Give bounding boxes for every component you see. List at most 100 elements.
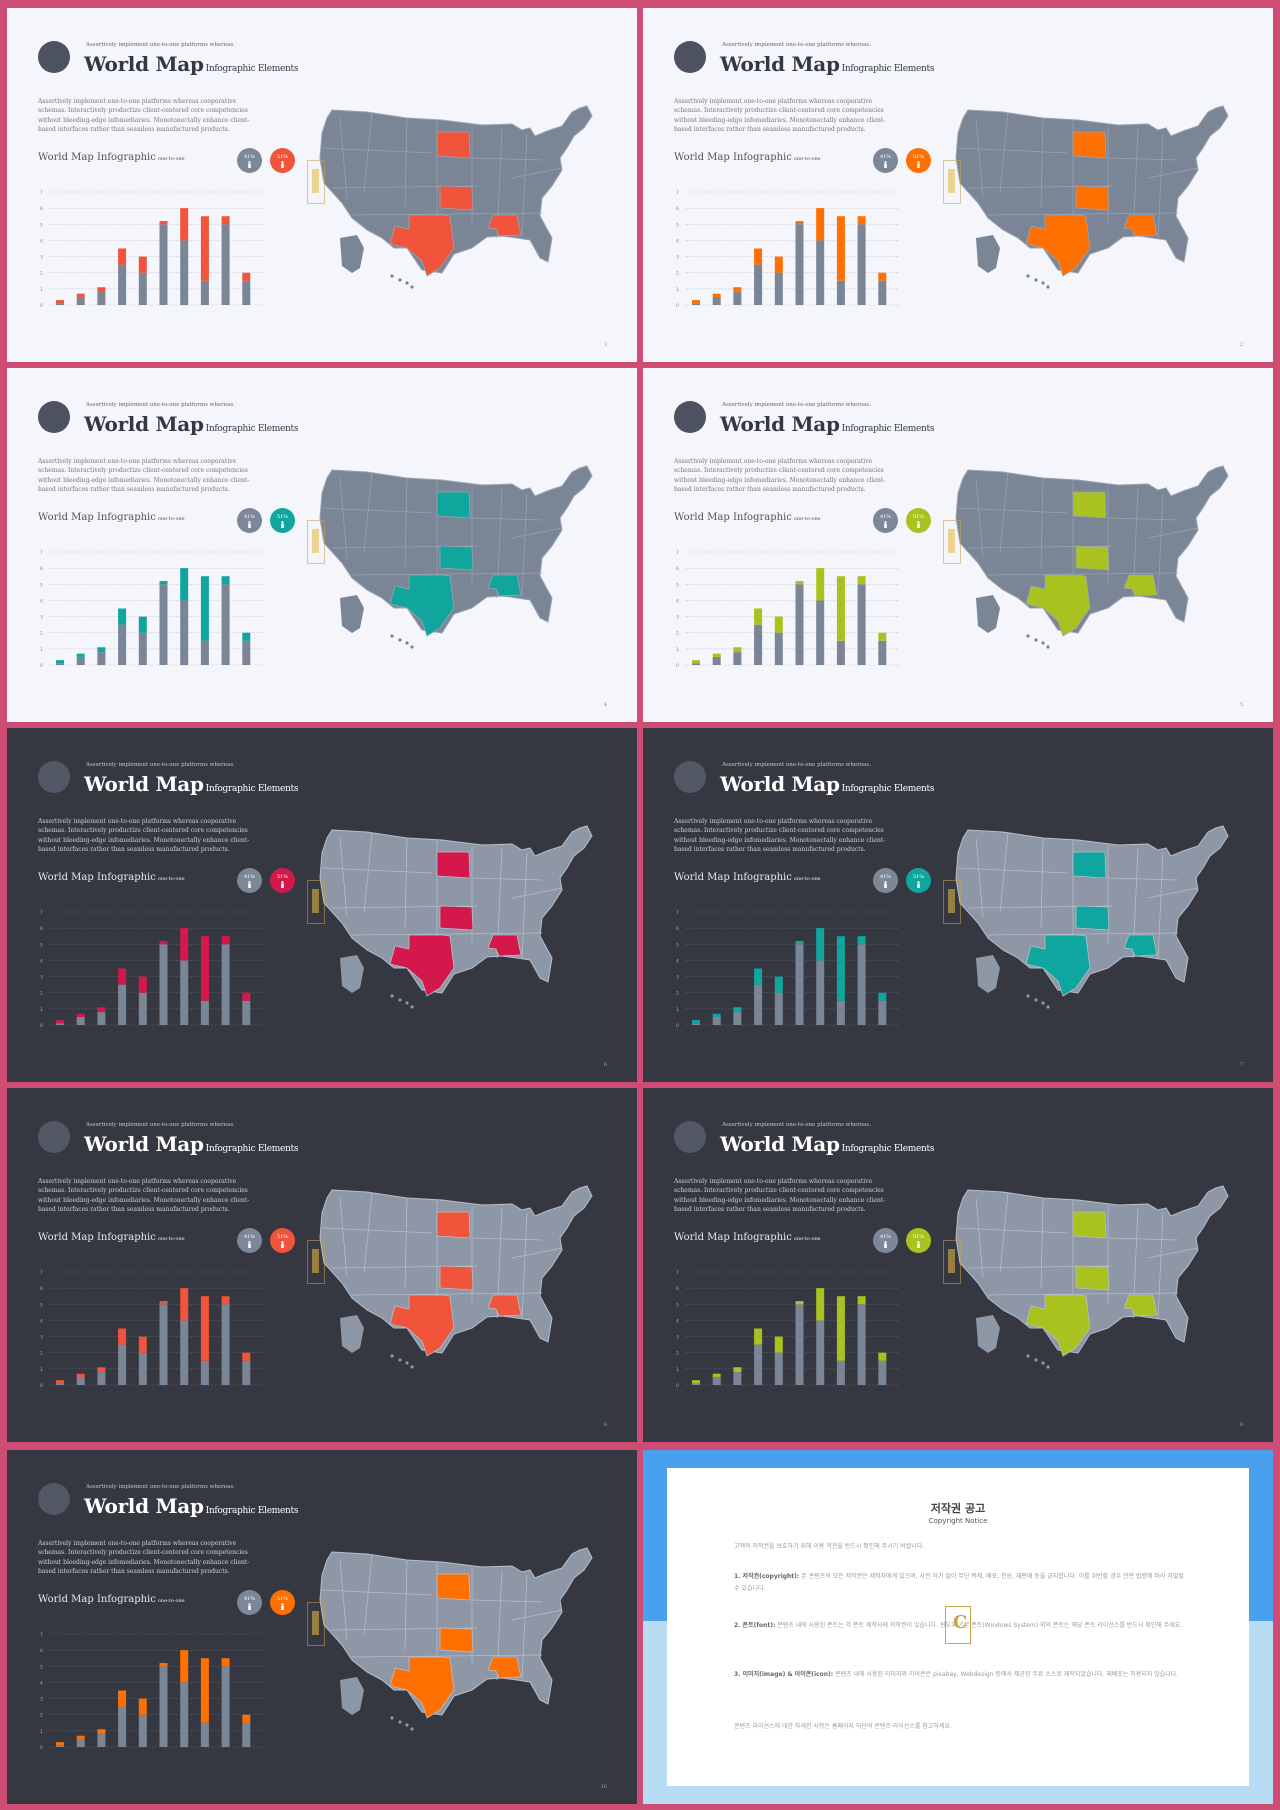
percent-badge-left-label: 41% xyxy=(243,1596,256,1602)
percent-badge-right-label: 51% xyxy=(276,154,289,160)
percent-badge-right: 51% xyxy=(270,1590,295,1615)
bar-base xyxy=(138,992,147,1025)
bar-accent xyxy=(242,1714,251,1723)
slide[interactable]: Assertively implement one-to-one platfor… xyxy=(7,1450,637,1804)
y-tick-label: 1 xyxy=(676,287,679,293)
alaska-state xyxy=(976,955,1000,993)
bar-base xyxy=(221,1666,230,1747)
y-tick-label: 6 xyxy=(40,206,43,212)
state-border xyxy=(511,1247,563,1259)
alaska-state xyxy=(340,1315,364,1353)
y-tick-label: 1 xyxy=(40,1007,43,1013)
hawaii-island xyxy=(410,1365,414,1369)
percent-badge-right: 51% xyxy=(270,868,295,893)
slide-title-main: World Map xyxy=(84,412,204,436)
person-icon xyxy=(281,161,284,168)
y-tick-label: 6 xyxy=(676,206,679,212)
bar-accent xyxy=(76,653,85,657)
slide-title-main: World Map xyxy=(84,1494,204,1518)
state-border xyxy=(1040,117,1044,209)
bar-accent xyxy=(692,660,700,664)
slide-title-suffix: Infographic Elements xyxy=(841,784,935,794)
state-border xyxy=(511,527,563,539)
percent-badge-left: 41% xyxy=(237,868,262,893)
percent-badge-left-label: 41% xyxy=(879,154,892,160)
y-tick-label: 6 xyxy=(676,926,679,932)
bar-accent xyxy=(76,1373,85,1377)
bar-accent xyxy=(159,581,168,585)
bar-accent xyxy=(200,216,209,281)
slide[interactable]: Assertively implement one-to-one platfor… xyxy=(7,8,637,362)
title-circle-decoration xyxy=(674,41,706,73)
hawaii-island xyxy=(1046,285,1050,289)
state-border xyxy=(321,867,433,874)
bar-base xyxy=(180,1682,189,1747)
person-icon xyxy=(884,161,887,168)
watermark-stamp xyxy=(943,520,961,564)
person-icon xyxy=(917,881,920,888)
bar-base xyxy=(242,640,251,665)
bar-accent xyxy=(692,1380,700,1384)
copyright-section-1-text: 본 콘텐츠의 모든 저작권은 제작자에게 있으며, 사전 허가 없이 무단 복제… xyxy=(734,1573,1184,1592)
bar-base xyxy=(795,944,804,1025)
bar-accent xyxy=(159,221,168,225)
y-tick-label: 2 xyxy=(40,991,43,997)
bar-base xyxy=(118,984,127,1025)
alaska-state xyxy=(976,595,1000,633)
state-border xyxy=(1107,517,1179,521)
chart-title: World Map Infographic one-to-one xyxy=(38,1232,185,1243)
bar-base xyxy=(76,1376,85,1385)
bar-accent xyxy=(836,216,845,281)
y-tick-label: 2 xyxy=(676,1351,679,1357)
bar-base xyxy=(878,1360,887,1385)
state-border xyxy=(1157,1212,1164,1319)
bar-base xyxy=(159,1304,168,1385)
bar-base xyxy=(56,663,64,665)
y-tick-label: 2 xyxy=(40,1713,43,1719)
percent-badge-left-label: 41% xyxy=(243,1234,256,1240)
bar-base xyxy=(180,1320,189,1385)
slide[interactable]: Assertively implement one-to-one platfor… xyxy=(7,728,637,1082)
y-tick-label: 2 xyxy=(40,271,43,277)
hawaii-island xyxy=(405,1723,409,1727)
bar-base xyxy=(97,1372,106,1385)
bar-accent xyxy=(221,1658,230,1667)
bar-base xyxy=(733,292,742,305)
state-border xyxy=(404,1559,408,1651)
dakota-state xyxy=(436,1211,471,1239)
hawaii-island xyxy=(410,645,414,649)
person-icon xyxy=(248,161,251,168)
slide-title-main: World Map xyxy=(84,772,204,796)
slide[interactable]: Assertively implement one-to-one platfor… xyxy=(643,368,1273,722)
person-icon xyxy=(884,521,887,528)
state-border xyxy=(975,837,984,919)
y-tick-label: 7 xyxy=(676,910,679,916)
y-tick-label: 5 xyxy=(40,1664,43,1670)
state-border xyxy=(321,1589,433,1596)
bar-base xyxy=(692,1023,700,1025)
bar-accent xyxy=(774,256,783,273)
watermark-stamp xyxy=(307,880,325,924)
percent-badge-left: 41% xyxy=(237,1590,262,1615)
stacked-bar-chart: 0 1 2 3 4 5 6 7 xyxy=(40,190,263,309)
slide[interactable]: Assertively implement one-to-one platfor… xyxy=(643,728,1273,1082)
y-tick-label: 4 xyxy=(40,1318,43,1324)
slide-paragraph: Assertively implement one-to-one platfor… xyxy=(38,458,250,494)
slide[interactable]: Assertively implement one-to-one platfor… xyxy=(643,1088,1273,1442)
bar-base xyxy=(200,1360,209,1385)
y-tick-label: 0 xyxy=(676,303,679,309)
slide[interactable]: Assertively implement one-to-one platfor… xyxy=(7,368,637,722)
y-tick-label: 1 xyxy=(40,287,43,293)
bar-base xyxy=(159,224,168,305)
stacked-bar-chart: 0 1 2 3 4 5 6 7 xyxy=(676,1270,899,1389)
bar-accent xyxy=(816,928,825,961)
slide[interactable]: Assertively implement one-to-one platfor… xyxy=(643,8,1273,362)
bar-base xyxy=(816,960,825,1025)
copyright-section-3-text: 콘텐츠 내에 사용된 이미지와 아이콘은 pixabay, Webdesign … xyxy=(835,1671,1179,1678)
person-icon xyxy=(248,1241,251,1248)
slide-title-main: World Map xyxy=(720,52,840,76)
bar-accent xyxy=(118,248,127,265)
slide[interactable]: Assertively implement one-to-one platfor… xyxy=(7,1088,637,1442)
y-tick-label: 5 xyxy=(40,582,43,588)
y-tick-label: 7 xyxy=(40,910,43,916)
